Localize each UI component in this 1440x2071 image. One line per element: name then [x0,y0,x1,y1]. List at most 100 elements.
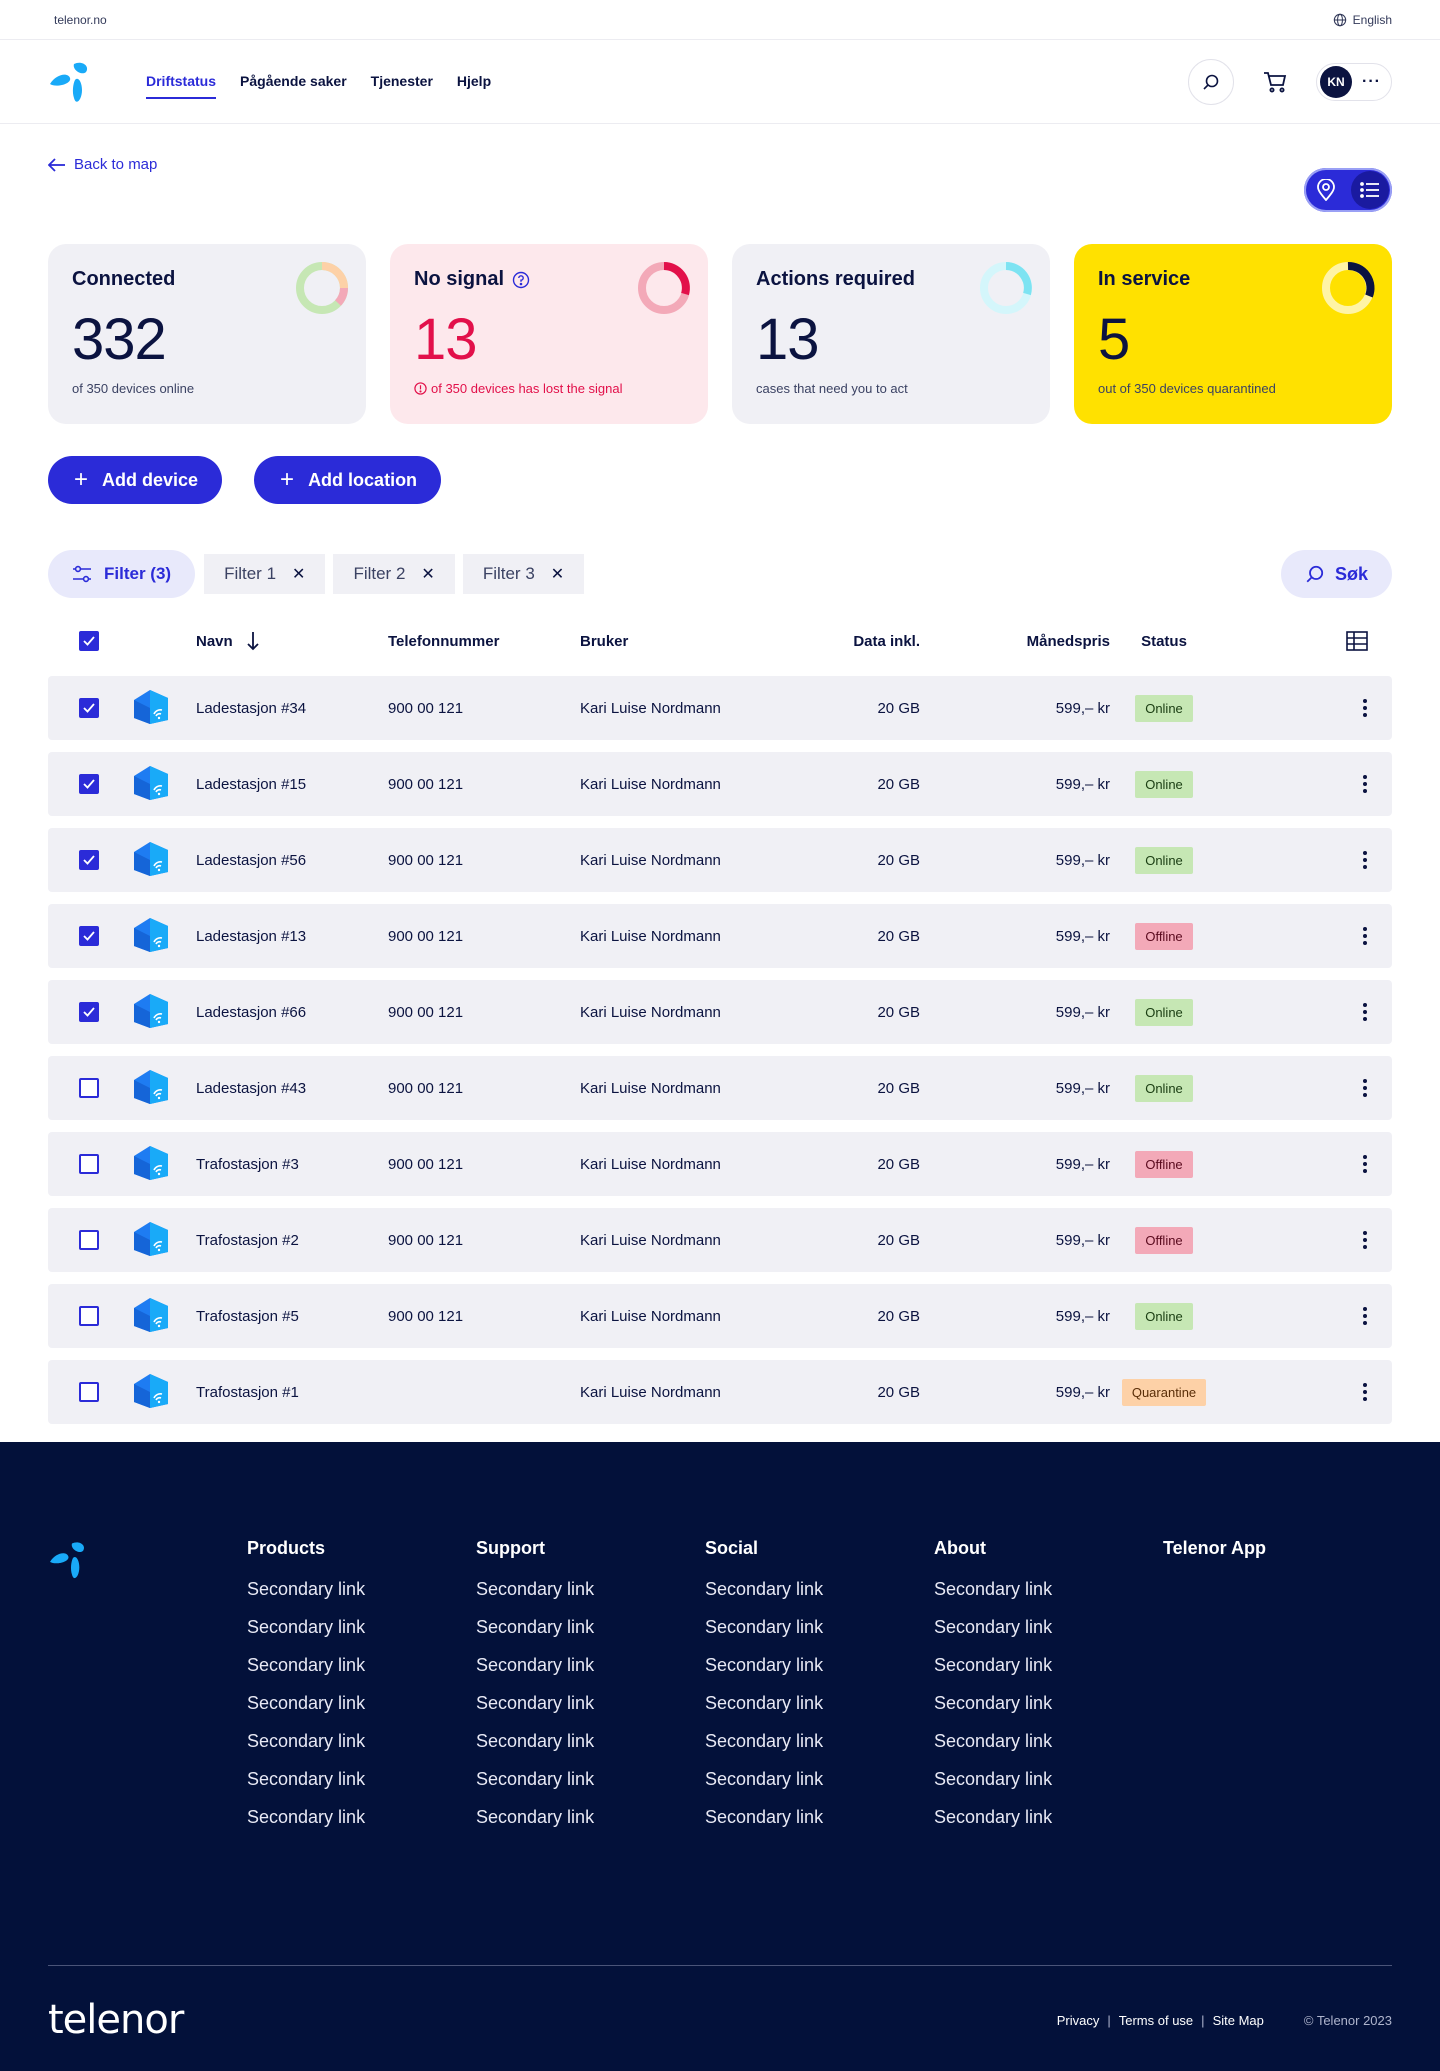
footer-link[interactable]: Secondary link [934,1579,1053,1599]
kebab-menu-icon[interactable] [1362,1231,1368,1249]
table-row[interactable]: Ladestasjon #43 900 00 121 Kari Luise Nord… [48,1056,1392,1120]
price-column-header[interactable]: Månedspris [1026,632,1110,650]
kebab-menu-icon[interactable] [1362,1307,1368,1325]
kebab-menu-icon[interactable] [1362,927,1368,945]
footer-link[interactable]: Secondary link [934,1807,1053,1827]
terms-link[interactable]: Terms of use [1118,2012,1194,2028]
name-column-header[interactable]: Navn [196,631,388,651]
add-location-button[interactable]: + Add location [254,456,442,504]
view-toggle[interactable] [1304,168,1392,212]
row-checkbox[interactable] [79,1154,99,1174]
telenor-logo[interactable] [48,58,100,106]
nav-link-3[interactable]: Hjelp [456,72,492,89]
footer-link[interactable]: Secondary link [934,1617,1053,1637]
device-name[interactable]: Trafostasjon #2 [196,1231,299,1249]
filter-chip[interactable]: Filter 2 ✕ [333,554,455,594]
connected-card[interactable]: Connected 332 of 350 devices online [48,244,366,424]
phone-column-header[interactable]: Telefonnummer [388,632,500,650]
footer-link[interactable]: Secondary link [934,1655,1053,1675]
table-row[interactable]: Trafostasjon #1 Kari Luise Nordmann 20 GB 5… [48,1360,1392,1424]
kebab-menu-icon[interactable] [1362,851,1368,869]
help-icon[interactable] [512,271,530,289]
list-view-button[interactable] [1351,171,1389,209]
footer-link[interactable]: Secondary link [705,1769,824,1789]
table-row[interactable]: Trafostasjon #2 900 00 121 Kari Luise Nord… [48,1208,1392,1272]
footer-link[interactable]: Secondary link [476,1617,595,1637]
footer-link[interactable]: Secondary link [476,1655,595,1675]
footer-link[interactable]: Secondary link [705,1617,824,1637]
footer-link[interactable]: Secondary link [476,1579,595,1599]
footer-link[interactable]: Secondary link [247,1617,366,1637]
status-column-header[interactable]: Status [1141,632,1187,650]
footer-link[interactable]: Secondary link [476,1769,595,1789]
row-checkbox[interactable] [79,1078,99,1098]
row-checkbox[interactable] [79,1306,99,1326]
row-checkbox[interactable] [79,926,99,946]
footer-link[interactable]: Secondary link [705,1655,824,1675]
kebab-menu-icon[interactable] [1362,1003,1368,1021]
filter-chip[interactable]: Filter 3 ✕ [462,554,585,594]
footer-link[interactable]: Secondary link [705,1731,824,1751]
close-icon[interactable]: ✕ [550,566,565,583]
table-search-button[interactable]: Søk [1280,550,1392,598]
in-service-card[interactable]: In service 5 out of 350 devices quaranti… [1074,244,1392,424]
data-column-header[interactable]: Data inkl. [853,632,920,650]
actions-required-card[interactable]: Actions required 13 cases that need you … [732,244,1050,424]
device-name[interactable]: Ladestasjon #13 [196,927,307,945]
language-selector[interactable]: English [1333,13,1392,27]
footer-link[interactable]: Secondary link [476,1693,595,1713]
kebab-menu-icon[interactable] [1362,1079,1368,1097]
user-column-header[interactable]: Bruker [580,632,629,650]
footer-link[interactable]: Secondary link [247,1731,366,1751]
row-checkbox[interactable] [79,850,99,870]
table-row[interactable]: Ladestasjon #66 900 00 121 Kari Luise Nord… [48,980,1392,1044]
back-to-map-link[interactable]: Back to map [48,156,157,173]
close-icon[interactable]: ✕ [421,566,435,583]
nav-link-0[interactable]: Driftstatus [146,65,217,99]
table-row[interactable]: Ladestasjon #56 900 00 121 Kari Luise Nord… [48,828,1392,892]
site-name[interactable]: telenor.no [54,12,107,27]
add-device-button[interactable]: + Add device [48,456,223,504]
device-name[interactable]: Ladestasjon #34 [196,699,307,717]
table-row[interactable]: Ladestasjon #15 900 00 121 Kari Luise Nord… [48,752,1392,816]
footer-link[interactable]: Secondary link [476,1807,595,1827]
search-button[interactable] [1188,58,1235,105]
device-name[interactable]: Trafostasjon #1 [196,1383,299,1401]
device-name[interactable]: Trafostasjon #3 [196,1155,299,1173]
close-icon[interactable]: ✕ [292,566,306,583]
table-row[interactable]: Trafostasjon #5 900 00 121 Kari Luise Nord… [48,1284,1392,1348]
device-name[interactable]: Ladestasjon #43 [196,1079,307,1097]
row-checkbox[interactable] [79,774,99,794]
row-checkbox[interactable] [79,1230,99,1250]
device-name[interactable]: Trafostasjon #5 [196,1307,299,1325]
device-name[interactable]: Ladestasjon #15 [196,775,307,793]
table-row[interactable]: Trafostasjon #3 900 00 121 Kari Luise Nord… [48,1132,1392,1196]
row-checkbox[interactable] [79,698,99,718]
kebab-menu-icon[interactable] [1362,699,1368,717]
nav-link-1[interactable]: Pågående saker [240,72,347,89]
nav-link-2[interactable]: Tjenester [370,72,433,89]
cart-button[interactable] [1260,67,1290,97]
sitemap-link[interactable]: Site Map [1212,2012,1264,2028]
kebab-menu-icon[interactable] [1362,775,1368,793]
kebab-menu-icon[interactable] [1362,1383,1368,1401]
footer-link[interactable]: Secondary link [934,1769,1053,1789]
footer-link[interactable]: Secondary link [705,1807,824,1827]
footer-link[interactable]: Secondary link [247,1807,366,1827]
device-name[interactable]: Ladestasjon #56 [196,851,307,869]
filter-button[interactable]: Filter (3) [48,550,196,598]
kebab-menu-icon[interactable] [1362,1155,1368,1173]
footer-link[interactable]: Secondary link [247,1769,366,1789]
footer-link[interactable]: Secondary link [705,1579,824,1599]
no-signal-card[interactable]: No signal 13 of 350 devices has lost the… [390,244,708,424]
filter-chip[interactable]: Filter 1 ✕ [204,554,326,594]
privacy-link[interactable]: Privacy [1056,2012,1100,2028]
row-checkbox[interactable] [79,1002,99,1022]
footer-link[interactable]: Secondary link [705,1693,824,1713]
table-grid-icon[interactable] [1346,631,1368,651]
footer-link[interactable]: Secondary link [934,1693,1053,1713]
device-name[interactable]: Ladestasjon #66 [196,1003,307,1021]
footer-link[interactable]: Secondary link [247,1693,366,1713]
user-menu[interactable]: KN ··· [1316,62,1392,101]
table-row[interactable]: Ladestasjon #13 900 00 121 Kari Luise Nord… [48,904,1392,968]
